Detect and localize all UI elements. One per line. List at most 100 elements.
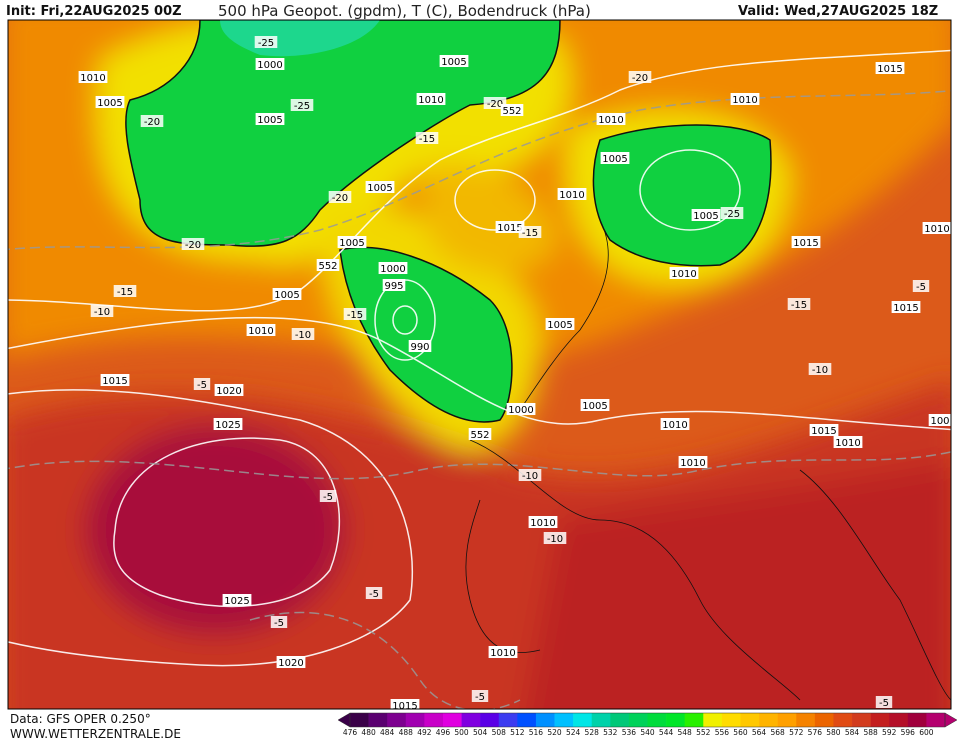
label-box <box>365 587 383 599</box>
colorbar-swatch <box>814 713 834 727</box>
colorbar-label: 536 <box>622 728 637 737</box>
label-box <box>518 469 542 481</box>
colorbar-label: 512 <box>510 728 525 737</box>
pressure-label: 1010 <box>530 518 555 529</box>
temperature-label: -5 <box>323 492 333 503</box>
temperature-label: -15 <box>117 287 133 298</box>
pressure-label: 1015 <box>793 238 818 249</box>
temperature-label: -5 <box>879 698 889 709</box>
temperature-label: -10 <box>94 307 110 318</box>
temperature-label: -25 <box>724 209 740 220</box>
label-box <box>100 374 130 386</box>
label-box <box>291 328 315 340</box>
label-box <box>808 363 832 375</box>
label-box <box>518 226 542 238</box>
colorbar-label: 544 <box>659 728 674 737</box>
pressure-label: 1020 <box>278 658 303 669</box>
label-box <box>214 384 244 396</box>
temperature-label: -15 <box>791 300 807 311</box>
colorbar-swatch <box>777 713 797 727</box>
label-box <box>891 301 921 313</box>
colorbar-arrow-right <box>944 712 958 728</box>
pressure-label: 1005 <box>274 290 299 301</box>
pressure-label: 1010 <box>248 326 273 337</box>
label-box <box>600 152 630 164</box>
init-time: Init: Fri,22AUG2025 00Z <box>6 4 182 19</box>
label-box <box>78 71 108 83</box>
temperature-label: -20 <box>144 117 160 128</box>
label-box <box>596 113 626 125</box>
pressure-label: 1010 <box>662 420 687 431</box>
colorbar-swatch <box>517 713 537 727</box>
label-box <box>140 115 164 127</box>
label-box <box>787 298 811 310</box>
colorbar-arrow-left <box>337 712 351 728</box>
label-box <box>791 236 821 248</box>
pressure-label: 1005 <box>441 57 466 68</box>
label-box <box>922 222 951 234</box>
label-box <box>113 285 137 297</box>
colorbar-label: 572 <box>789 728 804 737</box>
colorbar-frame <box>349 712 946 728</box>
label-box <box>471 690 489 702</box>
colorbar-swatch <box>610 713 630 727</box>
colorbar-label: 564 <box>752 728 767 737</box>
colorbar-swatch <box>721 713 741 727</box>
pressure-label: 1010 <box>80 73 105 84</box>
temperature-label: -10 <box>295 330 311 341</box>
label-box <box>254 36 278 48</box>
temperature-label: -5 <box>369 589 379 600</box>
label-box <box>181 238 205 250</box>
colorbar-label: 492 <box>417 728 432 737</box>
label-box <box>468 428 492 440</box>
colorbar-swatch <box>591 713 611 727</box>
pressure-label: 1010 <box>598 115 623 126</box>
colorbar-swatch <box>870 713 890 727</box>
label-box <box>833 436 863 448</box>
colorbar-label: 484 <box>380 728 395 737</box>
colorbar-swatch <box>907 713 927 727</box>
pressure-label: 1000 <box>508 405 533 416</box>
pressure-label: 100 <box>930 416 949 427</box>
label-box <box>500 104 524 116</box>
colorbar-swatch <box>833 713 853 727</box>
pressure-label: 1015 <box>877 64 902 75</box>
colorbar-label: 508 <box>492 728 507 737</box>
temperature-label: -20 <box>332 193 348 204</box>
label-box <box>809 424 839 436</box>
pressure-label: 1010 <box>418 95 443 106</box>
colorbar-label: 596 <box>901 728 916 737</box>
label-box <box>678 456 708 468</box>
label-box <box>912 280 930 292</box>
pressure-label: 1020 <box>216 386 241 397</box>
colorbar-swatch <box>759 713 778 727</box>
label-box <box>276 656 306 668</box>
temperature-label: -5 <box>274 618 284 629</box>
label-box <box>528 516 558 528</box>
pressure-label: 1005 <box>257 115 282 126</box>
label-box <box>328 191 352 203</box>
label-box <box>875 696 893 708</box>
colorbar-swatch <box>573 713 593 727</box>
temperature-label: -5 <box>197 380 207 391</box>
colorbar-label: 552 <box>696 728 711 737</box>
colorbar-label: 516 <box>529 728 544 737</box>
label-box <box>390 699 420 709</box>
colorbar-label: 584 <box>845 728 860 737</box>
label-box <box>272 288 302 300</box>
colorbar-swatch <box>442 713 462 727</box>
pressure-label: 1015 <box>893 303 918 314</box>
colorbar-label: 568 <box>770 728 785 737</box>
temperature-label: -15 <box>419 134 435 145</box>
pressure-label: 1005 <box>582 401 607 412</box>
colorbar-swatch <box>498 713 518 727</box>
colorbar-label: 560 <box>733 728 748 737</box>
colorbar-label: 520 <box>547 728 562 737</box>
temperature-label: -5 <box>475 692 485 703</box>
website: WWW.WETTERZENTRALE.DE <box>10 727 181 741</box>
temperature-label: -10 <box>812 365 828 376</box>
colorbar-swatch <box>666 713 685 727</box>
temperature-label: -20 <box>632 73 648 84</box>
temperature-label: -10 <box>547 534 563 545</box>
